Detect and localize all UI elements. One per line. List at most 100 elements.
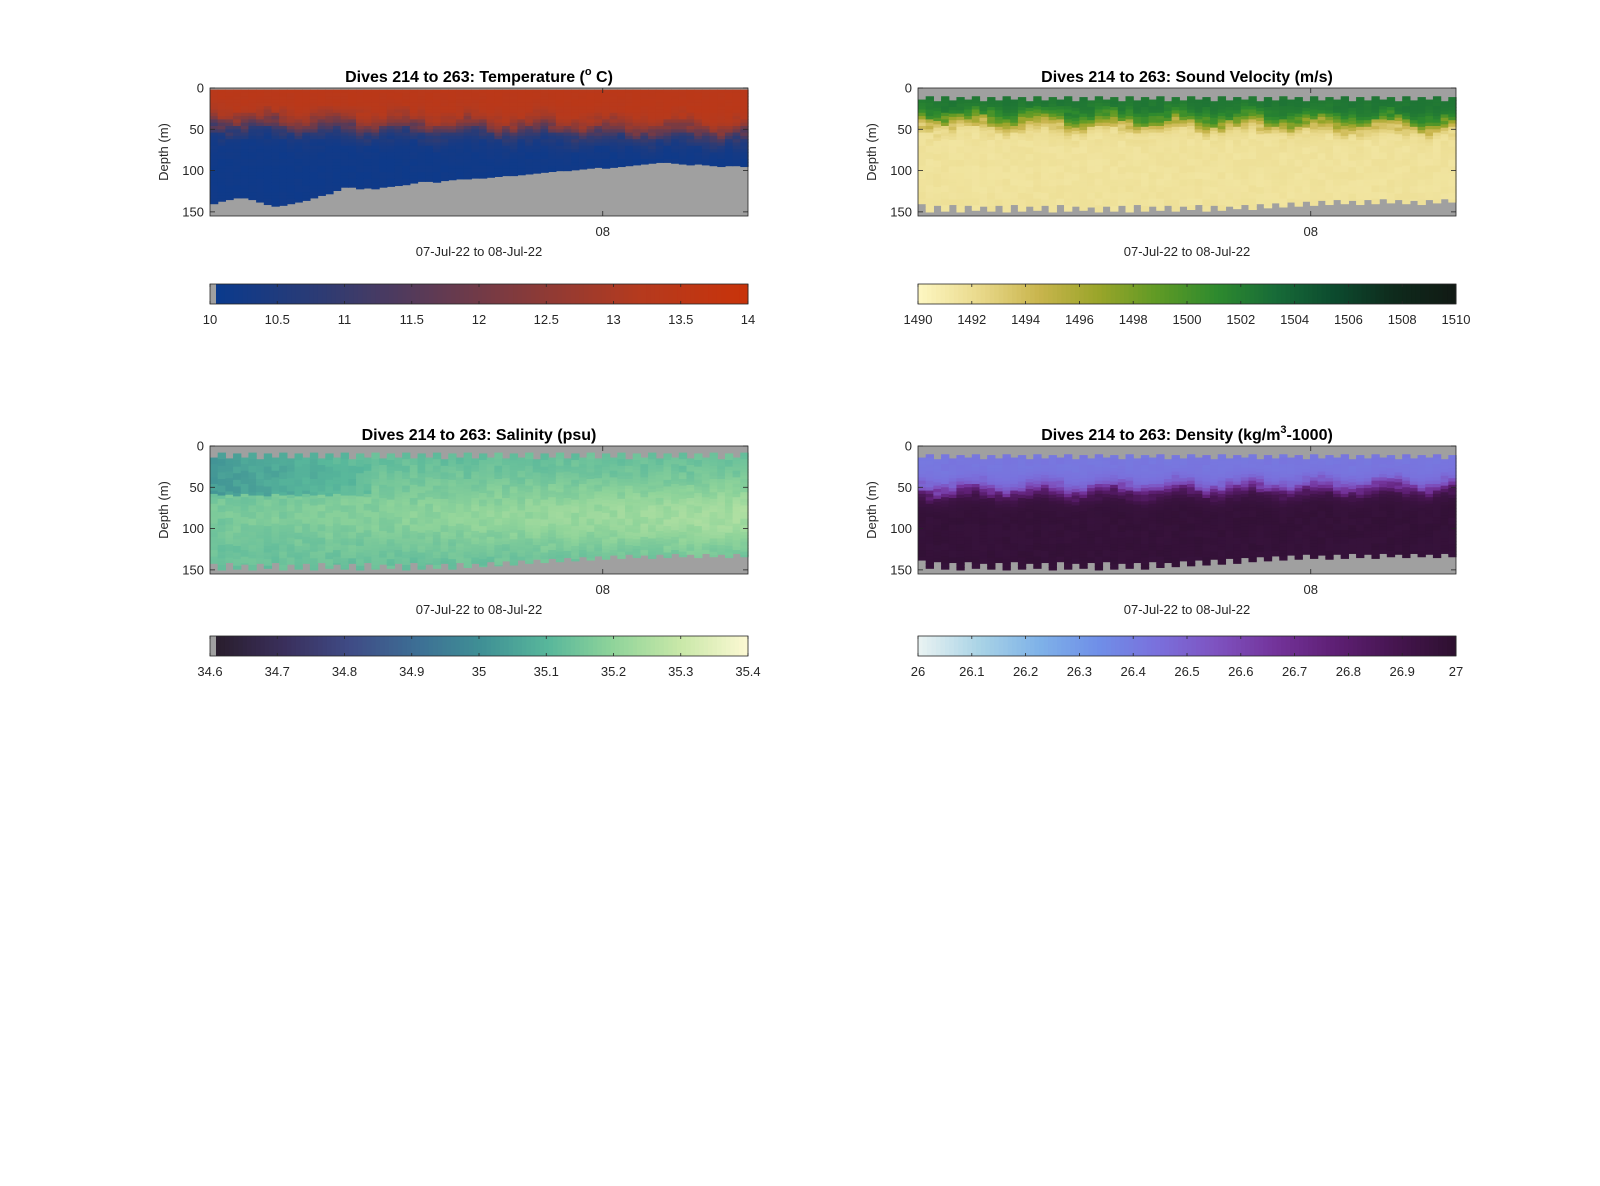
heatmap-cell xyxy=(233,192,242,196)
heatmap-cell xyxy=(1240,132,1250,137)
heatmap-cell xyxy=(1302,197,1311,201)
colorbar-segment xyxy=(477,284,483,304)
heatmap-cell xyxy=(210,483,219,488)
heatmap-cell xyxy=(1087,140,1096,144)
heatmap-cell xyxy=(971,185,981,190)
heatmap-cell xyxy=(394,102,403,107)
heatmap-cell xyxy=(1002,182,1011,187)
heatmap-cell xyxy=(640,149,649,154)
heatmap-cell xyxy=(987,202,996,207)
heatmap-cell xyxy=(732,112,741,117)
colorbar-segment xyxy=(694,284,700,304)
heatmap-cell xyxy=(918,192,927,196)
heatmap-cell xyxy=(302,139,311,144)
heatmap-cell xyxy=(1286,168,1296,173)
heatmap-cell xyxy=(956,186,965,191)
heatmap-cell xyxy=(1048,209,1057,213)
heatmap-cell xyxy=(1363,189,1373,194)
heatmap-cell xyxy=(1302,140,1311,145)
colorbar-segment xyxy=(1088,284,1094,304)
heatmap-cell xyxy=(918,182,927,187)
heatmap-cell xyxy=(548,119,557,124)
heatmap-cell xyxy=(302,178,311,183)
heatmap-cell xyxy=(455,89,465,94)
heatmap-cell xyxy=(1079,153,1088,158)
heatmap-cell xyxy=(248,541,257,546)
heatmap-cell xyxy=(1248,129,1257,134)
heatmap-cell xyxy=(956,130,965,135)
heatmap-cell xyxy=(455,119,465,124)
heatmap-cell xyxy=(286,125,296,130)
heatmap-cell xyxy=(1148,106,1157,111)
colorbar-segment xyxy=(313,284,319,304)
heatmap-cell xyxy=(571,145,580,150)
heatmap-cell xyxy=(455,122,465,127)
heatmap-cell xyxy=(271,109,280,114)
heatmap-cell xyxy=(1117,173,1127,178)
colorbar-segment xyxy=(646,284,651,304)
colorbar-segment xyxy=(958,284,964,304)
heatmap-cell xyxy=(217,492,226,497)
heatmap-cell xyxy=(1432,102,1442,107)
heatmap-cell xyxy=(724,112,734,117)
heatmap-cell xyxy=(455,155,465,160)
heatmap-cell xyxy=(263,139,273,144)
heatmap-cell xyxy=(694,142,703,147)
heatmap-cell xyxy=(1225,140,1234,144)
heatmap-cell xyxy=(979,130,988,135)
colorbar-segment xyxy=(1325,284,1331,304)
heatmap-cell xyxy=(724,159,734,163)
heatmap-cell xyxy=(271,152,280,157)
colorbar-segment xyxy=(433,284,439,304)
heatmap-cell xyxy=(987,116,996,121)
heatmap-cell xyxy=(233,545,242,550)
heatmap-cell xyxy=(394,172,403,177)
heatmap-cell xyxy=(956,202,965,207)
heatmap-cell xyxy=(317,116,326,120)
heatmap-cell xyxy=(240,145,250,150)
heatmap-cell xyxy=(941,155,950,160)
heatmap-cell xyxy=(1448,136,1457,141)
heatmap-cell xyxy=(571,168,580,171)
heatmap-cell xyxy=(217,482,226,487)
colorbar-segment xyxy=(1388,284,1394,304)
heatmap-cell xyxy=(933,180,942,185)
heatmap-cell xyxy=(1140,199,1150,204)
heatmap-cell xyxy=(1363,156,1373,161)
heatmap-cell xyxy=(632,112,641,117)
heatmap-cell xyxy=(578,165,588,170)
heatmap-cell xyxy=(540,152,549,157)
heatmap-cell xyxy=(701,89,711,94)
heatmap-cell xyxy=(240,464,250,469)
heatmap-cell xyxy=(571,159,580,163)
heatmap-cell xyxy=(987,126,996,131)
heatmap-cell xyxy=(663,119,672,124)
heatmap-cell xyxy=(979,180,988,185)
heatmap-cell xyxy=(686,119,695,124)
heatmap-cell xyxy=(1187,159,1196,163)
heatmap-cell xyxy=(1079,103,1088,108)
heatmap-cell xyxy=(340,122,349,127)
heatmap-cell xyxy=(586,96,595,101)
colorbar-segment xyxy=(357,284,363,304)
heatmap-cell xyxy=(948,133,958,138)
heatmap-cell xyxy=(717,162,726,167)
heatmap-cell xyxy=(1302,101,1311,106)
heatmap-cell xyxy=(340,168,349,173)
heatmap-cell xyxy=(256,132,265,137)
heatmap-cell xyxy=(1356,159,1365,164)
heatmap-cell xyxy=(356,106,365,111)
heatmap-cell xyxy=(1040,186,1050,191)
heatmap-cell xyxy=(1402,145,1411,150)
heatmap-cell xyxy=(1156,185,1165,190)
heatmap-cell xyxy=(655,116,665,120)
colorbar-segment xyxy=(743,284,749,304)
heatmap-cell xyxy=(1271,182,1280,187)
heatmap-cell xyxy=(1110,173,1119,177)
heatmap-cell xyxy=(363,106,372,111)
heatmap-cell xyxy=(586,102,595,107)
heatmap-cell xyxy=(263,116,273,120)
heatmap-cell xyxy=(1333,168,1342,173)
heatmap-cell xyxy=(979,190,988,195)
heatmap-cell xyxy=(1440,187,1449,191)
